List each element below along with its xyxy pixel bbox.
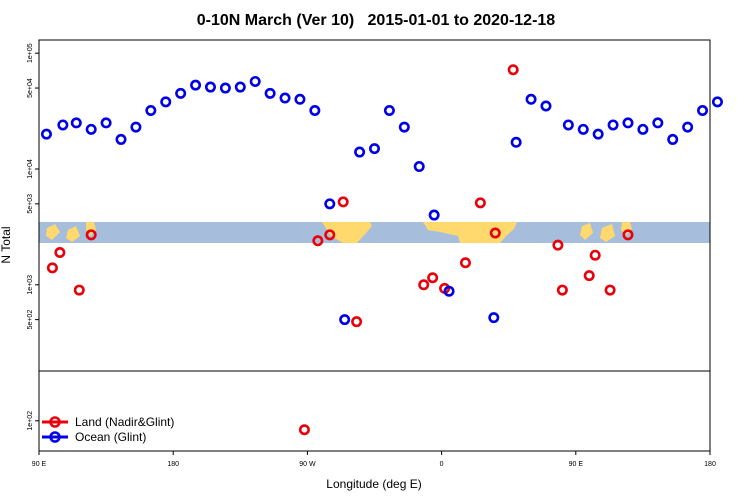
point-land-2 <box>73 284 85 296</box>
y-tick-label-upper-0: 5e+02 <box>27 310 34 330</box>
lower-plot-frame <box>38 370 711 452</box>
point-land-1 <box>54 246 66 258</box>
legend-label-land: Land (Nadir&Glint) <box>75 415 174 429</box>
point-ocean-22 <box>368 143 380 155</box>
legend-marker-land <box>49 416 61 428</box>
legend-label-ocean: Ocean (Glint) <box>75 430 146 444</box>
point-ocean-9 <box>175 87 187 99</box>
point-ocean-11 <box>204 81 216 93</box>
point-ocean-7 <box>145 104 157 116</box>
point-ocean-6 <box>130 121 142 133</box>
point-ocean-26 <box>428 209 440 221</box>
x-tick-label-3: 0 <box>440 461 444 468</box>
y-tick-label-upper-4: 5e+04 <box>27 78 34 98</box>
point-ocean-18 <box>309 104 321 116</box>
point-ocean-10 <box>190 79 202 91</box>
point-land-17 <box>583 270 595 282</box>
point-ocean-4 <box>100 117 112 129</box>
point-ocean-29 <box>510 136 522 148</box>
point-ocean-20 <box>339 314 351 326</box>
land-borneo-west <box>66 226 80 242</box>
point-ocean-14 <box>249 75 261 87</box>
point-ocean-40 <box>682 121 694 133</box>
point-land-18 <box>589 249 601 261</box>
land-south-america <box>322 222 372 243</box>
point-land-13 <box>489 227 501 239</box>
point-land-14 <box>507 64 519 76</box>
point-ocean-17 <box>294 93 306 105</box>
y-tick-label-upper-3: 1e+04 <box>27 159 34 179</box>
land-maritime-continent-west <box>46 224 60 240</box>
point-land-9 <box>427 272 439 284</box>
upper-plot-frame <box>38 39 711 372</box>
land-maritime-continent-east <box>580 223 593 240</box>
x-axis-label: Longitude (deg E) <box>326 477 421 491</box>
point-ocean-38 <box>652 117 664 129</box>
point-land-8 <box>418 279 430 291</box>
points-lower <box>298 424 310 436</box>
point-ocean-3 <box>85 123 97 135</box>
point-ocean-23 <box>383 104 395 116</box>
point-ocean-21 <box>354 146 366 158</box>
point-land-0 <box>46 262 58 274</box>
point-ocean-16 <box>279 92 291 104</box>
y-tick-label-upper-1: 1e+03 <box>27 275 34 295</box>
point-ocean-12 <box>219 82 231 94</box>
y-axis: 5e+02 1e+03 5e+03 1e+04 5e+04 1e+05 1e+02 <box>27 43 39 431</box>
point-land-20 <box>622 229 634 241</box>
point-ocean-37 <box>637 123 649 135</box>
legend: Land (Nadir&Glint) Ocean (Glint) <box>42 415 174 444</box>
map-band <box>39 222 710 243</box>
point-ocean-32 <box>562 119 574 131</box>
point-ocean-15 <box>264 87 276 99</box>
x-tick-label-4: 90 E <box>569 461 584 468</box>
point-ocean-24 <box>398 121 410 133</box>
x-tick-label-1: 180 <box>167 461 179 468</box>
point-lower-0 <box>298 424 310 436</box>
point-ocean-13 <box>234 81 246 93</box>
point-ocean-34 <box>592 128 604 140</box>
point-ocean-25 <box>413 161 425 173</box>
y-tick-label-upper-2: 5e+03 <box>27 194 34 214</box>
point-ocean-5 <box>115 133 127 145</box>
point-ocean-41 <box>697 104 709 116</box>
legend-marker-ocean <box>49 431 61 443</box>
point-land-19 <box>604 284 616 296</box>
point-ocean-1 <box>57 119 69 131</box>
point-ocean-36 <box>622 117 634 129</box>
point-ocean-35 <box>607 119 619 131</box>
point-ocean-39 <box>667 133 679 145</box>
point-ocean-19 <box>324 198 336 210</box>
point-ocean-30 <box>525 93 537 105</box>
point-ocean-27 <box>443 285 455 297</box>
point-land-5 <box>324 229 336 241</box>
y-axis-label: N Total <box>0 226 13 263</box>
chart-title: 0-10N March (Ver 10) 2015-01-01 to 2020-… <box>197 12 556 29</box>
y-tick-label-lower-0: 1e+02 <box>27 411 34 431</box>
point-land-16 <box>556 284 568 296</box>
point-land-7 <box>351 316 363 328</box>
point-ocean-2 <box>70 117 82 129</box>
point-land-15 <box>552 239 564 251</box>
point-land-3 <box>85 229 97 241</box>
point-ocean-42 <box>711 96 723 108</box>
x-axis: 90 E 180 90 W 0 90 E 180 <box>32 451 716 468</box>
point-land-6 <box>337 196 349 208</box>
point-ocean-28 <box>488 312 500 324</box>
point-ocean-31 <box>540 100 552 112</box>
points-upper <box>40 64 723 328</box>
x-tick-label-0: 90 E <box>32 461 47 468</box>
x-tick-label-5: 180 <box>704 461 716 468</box>
land-borneo-east <box>600 224 615 242</box>
point-land-4 <box>312 235 324 247</box>
point-ocean-8 <box>160 96 172 108</box>
map-ocean-band <box>39 222 710 243</box>
point-land-12 <box>474 197 486 209</box>
point-ocean-0 <box>40 128 52 140</box>
point-ocean-33 <box>577 123 589 135</box>
x-tick-label-2: 90 W <box>299 461 316 468</box>
point-land-11 <box>459 257 471 269</box>
y-tick-label-upper-5: 1e+05 <box>27 43 34 63</box>
